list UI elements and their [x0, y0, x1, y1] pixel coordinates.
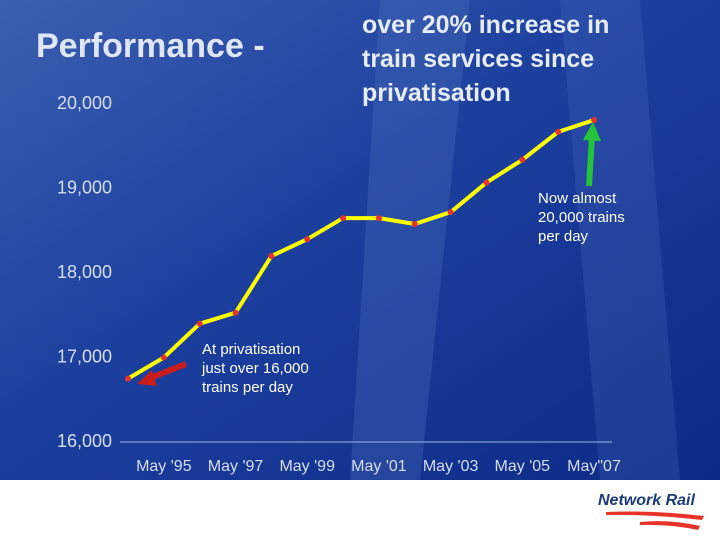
y-tick-label: 16,000	[57, 431, 112, 451]
subtitle-box: over 20% increase in train services sinc…	[362, 11, 610, 107]
background	[0, 0, 720, 480]
logo-text: Network Rail	[598, 492, 695, 509]
y-tick-label: 17,000	[57, 346, 112, 366]
data-point	[232, 309, 239, 316]
arrow-privatisation	[148, 361, 188, 381]
x-tick-label: May '03	[423, 458, 479, 475]
data-point	[125, 375, 131, 382]
annotation: per day	[538, 228, 589, 245]
logo: Network Rail	[598, 492, 704, 530]
x-tick-label: May"07	[567, 458, 621, 475]
data-point	[340, 215, 347, 222]
data-point	[196, 320, 203, 327]
y-tick-label: 18,000	[57, 262, 112, 282]
arrow-privatisation-head	[137, 370, 157, 386]
data-point	[304, 236, 311, 243]
rail-texture	[350, 0, 470, 480]
annotation: Now almost	[538, 190, 617, 207]
x-tick-label: May '01	[351, 458, 407, 475]
annotation: just over 16,000	[201, 360, 309, 377]
y-tick-label: 19,000	[57, 177, 112, 197]
slide-title: Performance -	[36, 27, 265, 65]
logo-swoosh	[640, 521, 700, 530]
data-point	[483, 179, 490, 186]
y-tick-label: 20,000	[57, 93, 112, 113]
data-point	[268, 253, 275, 260]
x-tick-label: May '99	[279, 458, 335, 475]
data-point	[160, 354, 167, 361]
x-tick-label: May '95	[136, 458, 192, 475]
x-tick-label: May '97	[208, 458, 264, 475]
arrow-now	[586, 135, 595, 187]
logo-swoosh	[606, 511, 704, 520]
annotation: At privatisation	[202, 341, 300, 358]
data-point	[591, 117, 597, 124]
data-point	[555, 128, 562, 135]
arrow-now-head	[583, 122, 601, 141]
slide-subtitle: over 20% increase in train services sinc…	[362, 11, 610, 107]
data-point	[447, 209, 454, 216]
data-line	[126, 118, 595, 381]
footer-band	[0, 480, 720, 540]
x-tick-label: May '05	[495, 458, 551, 475]
data-point	[375, 215, 382, 222]
data-point	[411, 220, 418, 227]
data-point	[519, 156, 526, 163]
annotation: 20,000 trains	[538, 209, 625, 226]
annotation: trains per day	[202, 379, 293, 396]
